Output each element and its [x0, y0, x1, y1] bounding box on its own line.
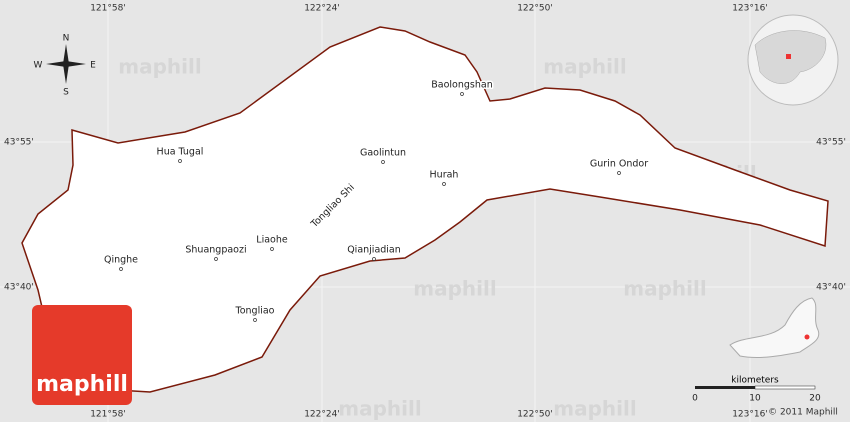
place-label: Qianjiadian	[347, 245, 401, 256]
place-label: Gaolintun	[360, 148, 406, 159]
place-label: Liaohe	[256, 235, 288, 246]
logo-box	[32, 305, 132, 405]
place-label: Tongliao	[235, 306, 275, 317]
grid-label-left: 43°40'	[4, 283, 34, 293]
place-dot	[253, 318, 257, 322]
scale-bar: kilometers	[695, 376, 816, 390]
place-dot	[270, 247, 274, 251]
place-dot	[460, 92, 464, 96]
place-label: Qinghe	[104, 255, 138, 266]
grid-label-top: 122°24'	[304, 4, 340, 14]
grid-label-top: 122°50'	[517, 4, 553, 14]
place-label: Gurin Ondor	[590, 159, 648, 170]
grid-label-left: 43°55'	[4, 138, 34, 148]
compass-e: E	[90, 61, 96, 71]
watermark: maphill	[118, 55, 201, 79]
watermark: maphill	[543, 55, 626, 79]
grid-label-right: 43°55'	[816, 138, 846, 148]
place-dot	[381, 160, 385, 164]
compass: N E S W	[34, 34, 97, 98]
place-dot	[442, 182, 446, 186]
place-dot	[617, 171, 621, 175]
place-label: Baolongshan	[431, 80, 492, 91]
scale-unit: kilometers	[731, 376, 779, 386]
scale-tick: 10	[749, 394, 761, 404]
inset-country	[729, 297, 820, 358]
grid-label-top: 121°58'	[90, 4, 126, 14]
watermark: maphill	[338, 397, 421, 421]
grid-label-bottom: 122°24'	[304, 410, 340, 420]
place-label: Hurah	[430, 170, 459, 181]
scale-tick: 20	[809, 394, 821, 404]
place-label: Shuangpaozi	[185, 245, 246, 256]
scale-tick: 0	[692, 394, 698, 404]
globe	[747, 14, 839, 106]
compass-w: W	[34, 61, 43, 71]
compass-s: S	[63, 88, 69, 98]
place-dot	[372, 257, 376, 261]
grid-label-bottom: 123°16'	[732, 410, 768, 420]
grid-label-top: 123°16'	[732, 4, 768, 14]
logo: maphill	[36, 372, 128, 397]
place-dot	[119, 267, 123, 271]
place-dot	[214, 257, 218, 261]
watermark: maphill	[623, 277, 706, 301]
compass-n: N	[63, 34, 70, 44]
watermark: maphill	[553, 397, 636, 421]
grid-label-bottom: 122°50'	[517, 410, 553, 420]
grid-label-bottom: 121°58'	[90, 410, 126, 420]
grid-label-right: 43°40'	[816, 283, 846, 293]
copyright: © 2011 Maphill	[768, 408, 838, 418]
watermark: maphill	[413, 277, 496, 301]
place-dot	[178, 159, 182, 163]
place-label: Hua Tugal	[157, 147, 204, 158]
